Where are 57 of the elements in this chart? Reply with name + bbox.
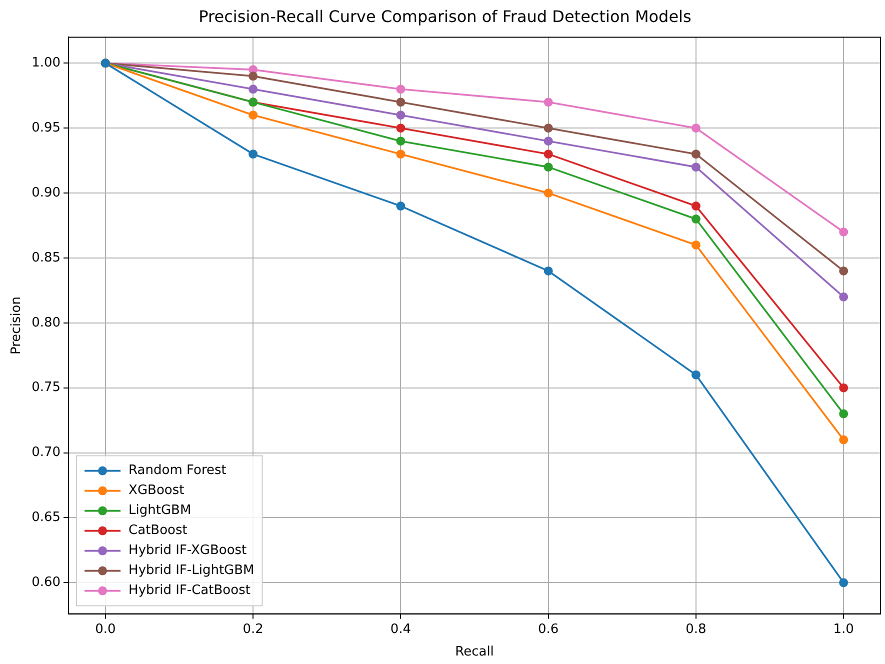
point — [839, 409, 848, 418]
x-tick-label: 0.6 — [538, 622, 559, 637]
y-tick-label: 0.70 — [32, 445, 61, 460]
point — [396, 150, 406, 159]
point — [544, 188, 553, 198]
y-tick-label: 0.80 — [32, 315, 61, 330]
point — [691, 162, 700, 172]
point — [839, 228, 848, 236]
legend-label: Random Forest — [128, 463, 226, 478]
point — [544, 136, 553, 146]
point — [248, 72, 258, 81]
point — [691, 214, 700, 224]
point — [396, 110, 406, 120]
y-tick-label: 0.60 — [32, 575, 61, 590]
point — [396, 136, 406, 146]
x-tick-label: 0.2 — [242, 622, 264, 637]
y-tick-label: 0.90 — [32, 185, 61, 200]
x-tick-label: 0.4 — [390, 622, 412, 637]
point — [839, 292, 848, 302]
y-tick-label: 0.95 — [32, 120, 61, 136]
point — [839, 578, 848, 588]
legend-label: Hybrid IF-LightGBM — [128, 563, 254, 578]
point — [544, 98, 553, 107]
point — [396, 124, 406, 133]
legend-label: Hybrid IF-CatBoost — [128, 583, 250, 598]
point — [691, 124, 700, 133]
y-tick-label: 0.85 — [32, 250, 61, 266]
point — [839, 383, 848, 392]
y-tick-label: 0.65 — [32, 510, 61, 526]
point — [396, 98, 406, 107]
point — [396, 202, 406, 211]
legend-label: CatBoost — [128, 523, 188, 538]
point — [544, 162, 553, 172]
point — [544, 150, 553, 159]
point — [691, 150, 700, 159]
point — [248, 150, 258, 159]
point — [691, 202, 700, 211]
x-tick-label: 0.0 — [95, 622, 116, 637]
legend-label: Hybrid IF-XGBoost — [128, 543, 247, 558]
y-axis-title: Precision — [9, 296, 24, 355]
point — [839, 435, 848, 444]
point — [691, 370, 700, 380]
x-tick-label: 0.8 — [686, 622, 706, 637]
chart-title: Precision-Recall Curve Comparison of Fraud Detection Models — [198, 6, 692, 26]
point — [248, 84, 258, 94]
legend-label: LightGBM — [128, 503, 192, 518]
point — [691, 240, 700, 250]
x-axis-title: Recall — [455, 644, 494, 660]
point — [248, 110, 258, 120]
point — [544, 124, 553, 133]
y-tick-label: 0.75 — [32, 380, 61, 396]
point — [544, 266, 553, 276]
x-tick-label: 1.0 — [833, 622, 854, 637]
y-tick-label: 1.00 — [32, 56, 61, 71]
point — [839, 266, 848, 276]
legend-label: XGBoost — [128, 483, 184, 498]
point — [396, 84, 406, 94]
